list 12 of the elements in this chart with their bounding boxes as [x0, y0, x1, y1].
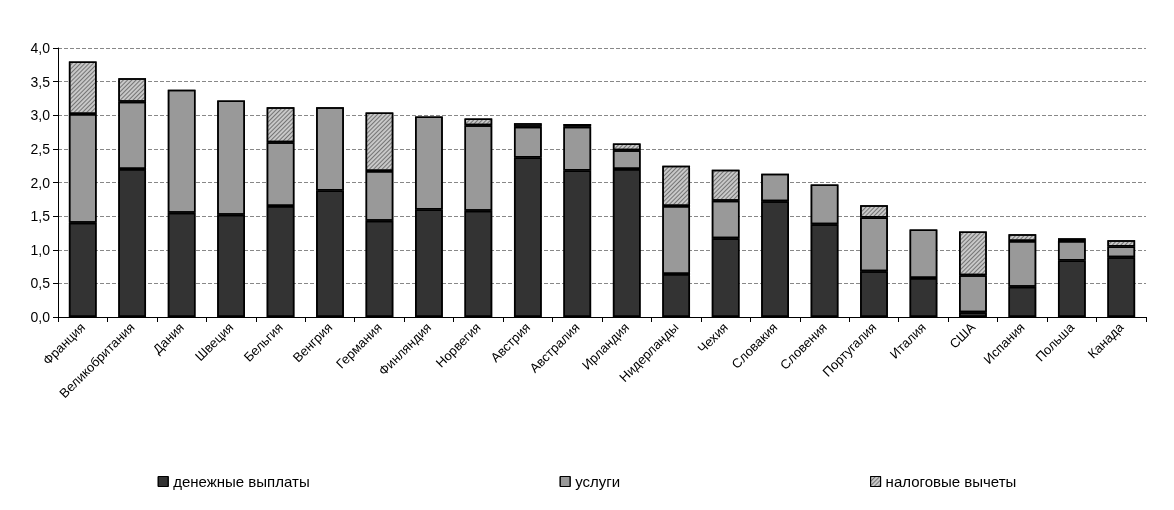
y-tick-label: 1,0 — [30, 241, 51, 258]
y-tick-label: 1,5 — [30, 208, 51, 225]
y-tick-label: 2,5 — [30, 140, 51, 157]
y-tick-label: 3,5 — [30, 73, 51, 90]
y-tick-label: 4,0 — [30, 40, 51, 56]
y-tick-label: 3,0 — [30, 107, 51, 124]
y-tick-label: 0,5 — [30, 275, 51, 292]
y-tick-label: 0,0 — [30, 309, 51, 325]
y-tick-label: 2,0 — [30, 174, 51, 191]
legend-label: денежные выплаты — [173, 473, 310, 490]
legend-label: налоговые вычеты — [885, 473, 1017, 490]
legend-label: услуги — [575, 473, 621, 490]
